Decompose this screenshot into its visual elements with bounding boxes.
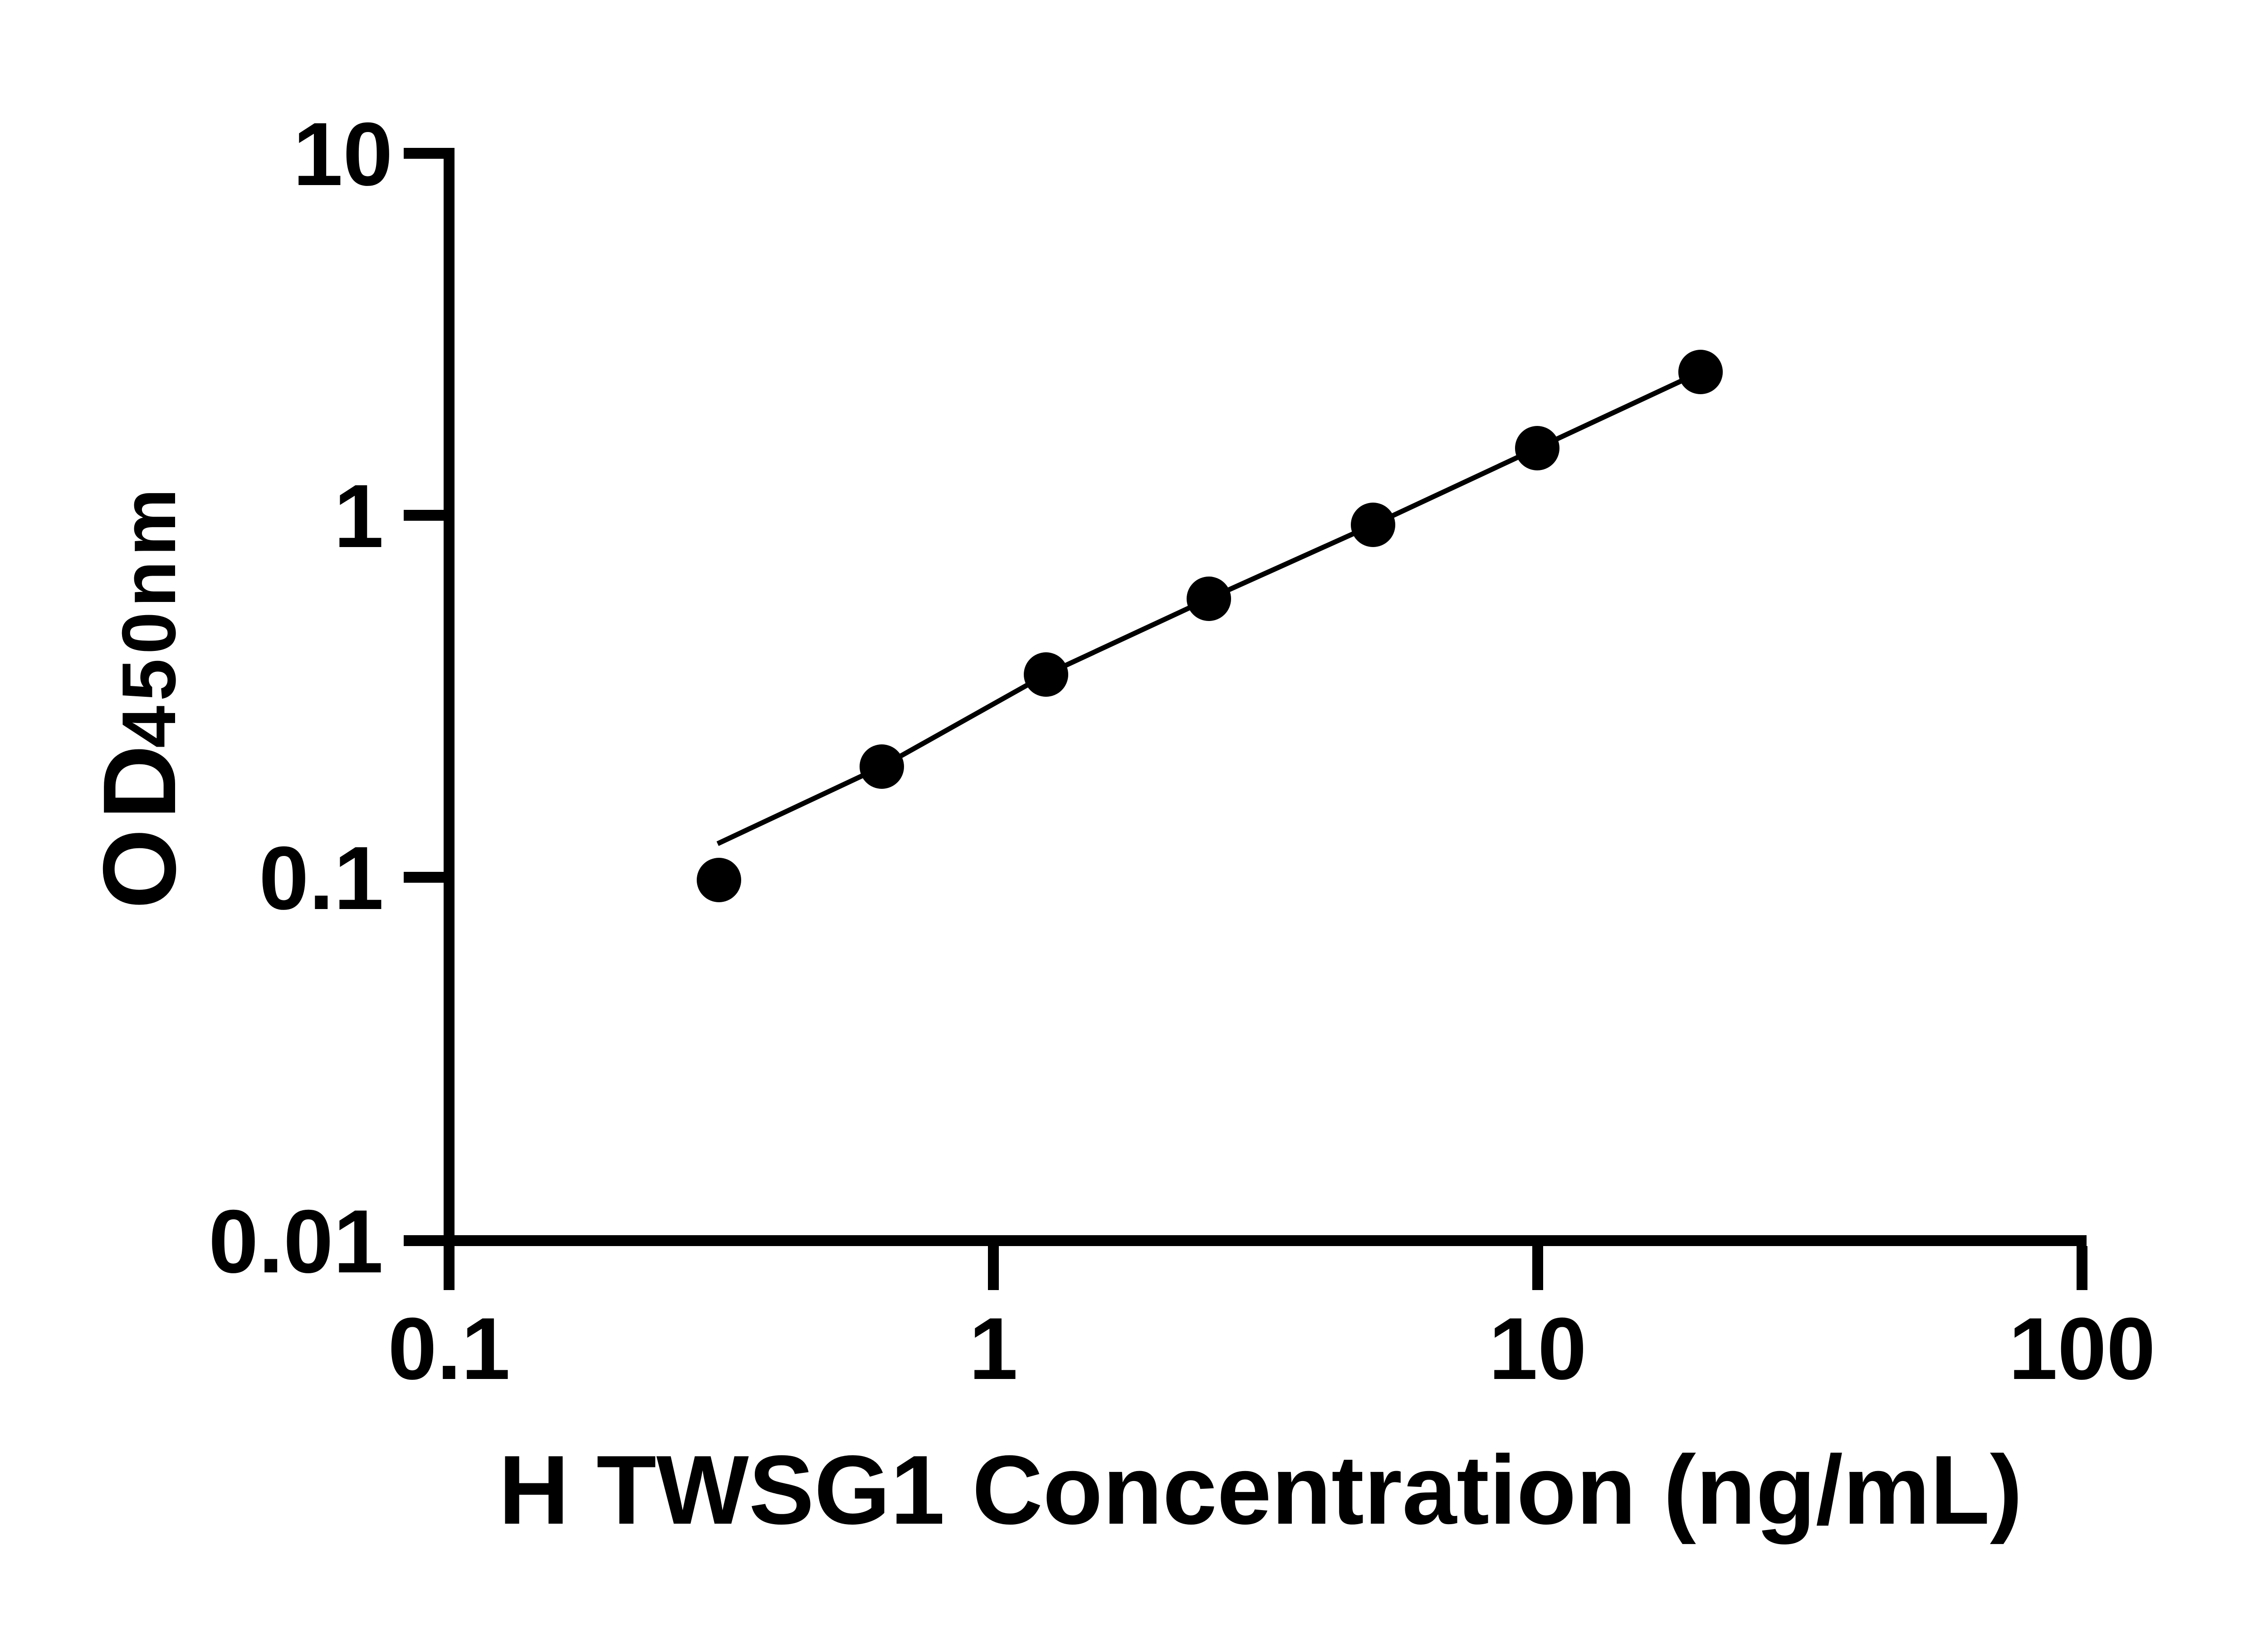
svg-text:450nm: 450nm <box>106 484 191 748</box>
svg-text:0.01: 0.01 <box>209 1191 383 1291</box>
svg-text:1: 1 <box>334 466 384 566</box>
svg-text:0.1: 0.1 <box>259 828 384 928</box>
svg-text:1: 1 <box>969 1300 1018 1398</box>
svg-text:OD: OD <box>82 736 197 909</box>
svg-text:10: 10 <box>1489 1300 1587 1398</box>
svg-text:100: 100 <box>2009 1300 2156 1398</box>
svg-text:10: 10 <box>293 104 393 204</box>
svg-text:0.1: 0.1 <box>388 1300 510 1398</box>
svg-text:H TWSG1 Concentration (ng/mL): H TWSG1 Concentration (ng/mL) <box>499 1435 2023 1545</box>
